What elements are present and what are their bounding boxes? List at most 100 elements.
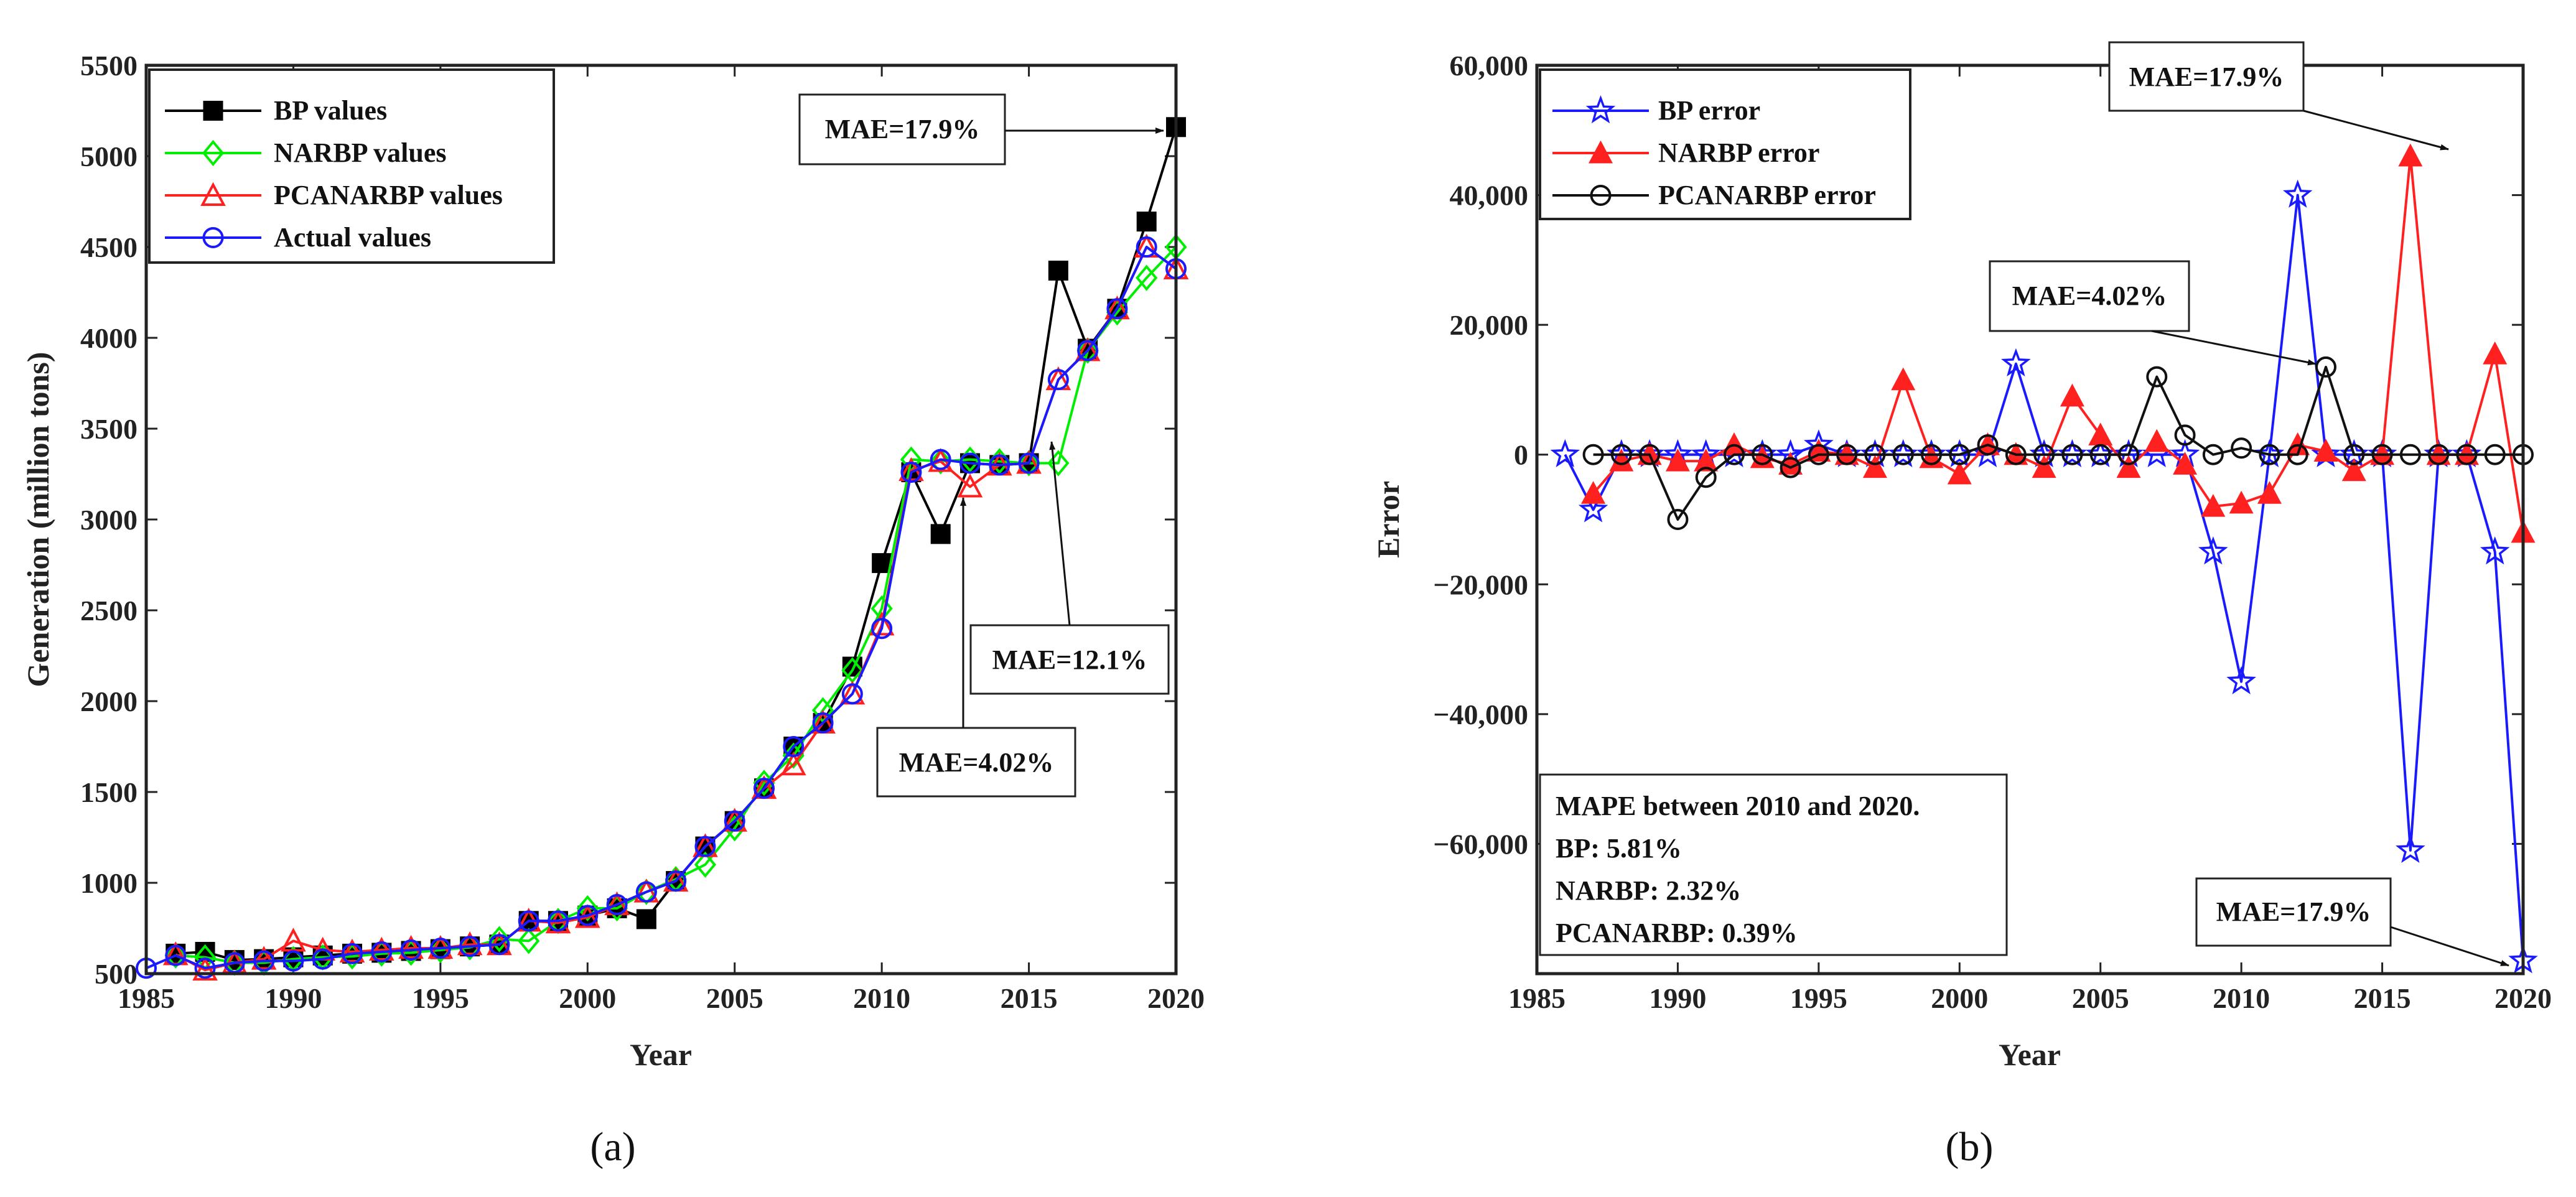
panel-a-series-narbp-values-point — [488, 926, 511, 952]
panel-a-y-axis-title: Generation (million tons) — [21, 352, 55, 687]
panel-a-series-actual-values-point — [459, 936, 481, 957]
legend-swatch-bp-error — [1552, 95, 1649, 124]
annotation-box — [876, 727, 1076, 798]
panel-a-series-actual-values-point — [577, 905, 599, 926]
panel-b-caption: (b) — [1946, 1124, 1994, 1170]
panel-a-y-tick-label: 5500 — [80, 50, 138, 82]
panel-b-series-narbp-error-point — [2313, 439, 2338, 462]
panel-b-series-pcanarbp-error-point — [2259, 444, 2280, 465]
panel-b-series-narbp-error-point — [2483, 341, 2508, 365]
panel-a-x-tick-label: 1995 — [412, 982, 469, 1014]
panel-b-series-pcanarbp-error-point — [1695, 467, 1717, 488]
panel-a-series-actual-values-point — [871, 618, 893, 640]
legend-label-pcanarbp-error: PCANARBP error — [1658, 180, 1876, 210]
panel-a-series-pcanarbp-values-point — [780, 751, 806, 776]
panel-a-y-tick-label: 1500 — [80, 776, 138, 808]
panel-b-x-tick-label: 1995 — [1790, 982, 1847, 1014]
panel-a-series-actual-values-point — [812, 712, 834, 734]
panel-b-series-narbp-error-point — [2060, 383, 2084, 407]
panel-b-series-bp-error-point — [2282, 179, 2313, 208]
panel-a-series-actual-values-point — [606, 894, 628, 916]
panel-a-series-actual-values-point — [959, 452, 981, 474]
panel-b-x-tick-label: 2020 — [2494, 982, 2552, 1014]
panel-b-series-narbp-error-point — [2088, 422, 2113, 445]
panel-a-series — [136, 117, 1189, 981]
panel-a-series-pcanarbp-values-line — [175, 246, 1177, 972]
panel-a-series-narbp-values — [164, 233, 1187, 976]
panel-b-ticks: 1985 1990 1995 2000 2005 2010 2015 2020 −60,000 −… — [1433, 50, 2552, 1014]
panel-a-series-pcanarbp-values — [162, 233, 1189, 981]
panel-b-x-axis-title: Year — [1999, 1037, 2061, 1072]
legend-label-narbp-values: NARBP values — [274, 137, 446, 168]
annotation-arrow — [1049, 441, 1071, 626]
panel-b-series-pcanarbp-error-point — [1582, 444, 1604, 465]
panel-a-series-actual-values-point — [371, 941, 393, 962]
legend-swatch-pcanarbp-error — [1552, 185, 1649, 206]
panel-a-series-pcanarbp-values-point — [457, 931, 483, 956]
panel-a-series-bp-values-point — [1136, 212, 1157, 232]
panel-b-series-pcanarbp-error-point — [2484, 444, 2506, 465]
panel-a-y-tick-label: 4500 — [80, 231, 138, 263]
panel-a-annotation-mae-4-02: MAE=4.02% — [876, 497, 1076, 798]
legend-swatch-actual-values — [165, 227, 261, 248]
panel-a-legend: BP values NARBP values PCANARBP values A… — [148, 68, 555, 264]
annotation-arrow — [2390, 926, 2509, 967]
panel-a-series-actual-values-point — [429, 938, 451, 959]
panel-b: 1985 1990 1995 2000 2005 2010 2015 2020 −60,000 −… — [1371, 41, 2552, 1170]
panel-a-series-actual-values-point — [282, 950, 304, 972]
panel-b-series-pcanarbp-error-point — [2174, 424, 2196, 446]
panel-a-y-tick-label: 1000 — [80, 867, 138, 899]
panel-a-y-tick-label: 3500 — [80, 413, 138, 445]
panel-a-series-narbp-values-point — [1136, 264, 1158, 291]
panel-b-series-pcanarbp-error-point — [1808, 444, 1829, 465]
panel-a-series-actual-values-point — [665, 870, 687, 892]
annotation-box — [2195, 877, 2392, 947]
panel-b-series-pcanarbp-error-point — [2343, 444, 2365, 465]
panel-a: 1985 1990 1995 2000 2005 2010 2015 2020 500 1000 1… — [21, 50, 1205, 1170]
panel-b-series-pcanarbp-error-point — [1864, 444, 1886, 465]
panel-b-series-pcanarbp-error-point — [1610, 444, 1632, 465]
panel-b-series-pcanarbp-error-point — [2231, 437, 2252, 459]
panel-b-y-tick-label: 40,000 — [1450, 180, 1529, 212]
panel-a-series-actual-values-point — [783, 736, 805, 757]
panel-b-x-tick-label: 1985 — [1508, 982, 1566, 1014]
panel-a-series-actual-values-point — [989, 454, 1010, 476]
legend-swatch-marker — [203, 101, 223, 121]
panel-a-x-tick-label: 1985 — [118, 982, 175, 1014]
panel-a-y-tick-label: 5000 — [80, 141, 138, 172]
panel-a-series-narbp-values-point — [1076, 337, 1099, 364]
panel-a-x-tick-label: 2000 — [559, 982, 616, 1014]
panel-b-series-pcanarbp-error-point — [2399, 444, 2421, 465]
panel-a-series-pcanarbp-values-point — [398, 934, 424, 959]
legend-swatch-narbp-values — [165, 139, 261, 167]
panel-a-series-actual-values-point — [194, 957, 216, 979]
panel-a-x-tick-label: 1990 — [264, 982, 322, 1014]
panel-b-series-pcanarbp-error-point — [2428, 444, 2450, 465]
panel-a-series-actual-values — [136, 236, 1187, 979]
annotation-arrow — [2151, 330, 2317, 366]
panel-a-series-bp-values-point — [1048, 260, 1068, 281]
annotation-box — [1989, 260, 2190, 332]
annotation-box — [2108, 41, 2305, 112]
panel-a-series-actual-values-point — [548, 910, 569, 932]
panel-b-series-pcanarbp-error-point — [1639, 444, 1661, 465]
annotation-label: MAE=12.1% — [992, 645, 1147, 675]
panel-a-series-pcanarbp-values-point — [368, 936, 394, 961]
panel-a-annotation-mae-17-9: MAE=17.9% — [798, 93, 1164, 165]
panel-a-x-tick-label: 2015 — [1001, 982, 1058, 1014]
panel-a-series-actual-values-point — [930, 449, 951, 470]
annotation-label: MAE=4.02% — [899, 747, 1054, 778]
panel-b-series-pcanarbp-error-point — [2371, 444, 2393, 465]
panel-a-series-pcanarbp-values-point — [251, 946, 277, 970]
panel-b-series-narbp-error-point — [2257, 481, 2282, 504]
panel-a-series-narbp-values-point — [1047, 450, 1070, 477]
panel-b-series-pcanarbp-error-point — [2202, 444, 2224, 465]
panel-a-series-actual-values-point — [400, 939, 422, 961]
panel-b-x-tick-label: 2010 — [2213, 982, 2270, 1014]
panel-b-series-narbp-error-point — [1609, 448, 1634, 472]
panel-a-series-narbp-values-point — [518, 928, 540, 954]
panel-a-series-bp-values-point — [930, 524, 951, 544]
panel-b-x-tick-label: 2015 — [2354, 982, 2411, 1014]
mape-box — [1539, 773, 2008, 956]
panel-b-y-tick-label: 0 — [1514, 439, 1528, 471]
